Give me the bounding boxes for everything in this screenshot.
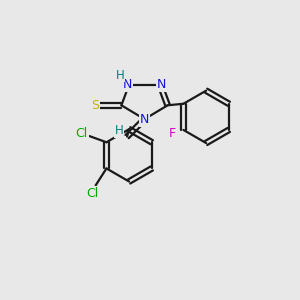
Text: Cl: Cl (76, 127, 88, 140)
Text: H: H (115, 124, 124, 137)
Text: Cl: Cl (86, 187, 99, 200)
Text: H: H (116, 69, 124, 82)
Text: F: F (169, 127, 176, 140)
Text: N: N (157, 78, 166, 91)
Text: S: S (91, 99, 99, 112)
Text: N: N (123, 78, 132, 91)
Text: N: N (140, 113, 149, 126)
